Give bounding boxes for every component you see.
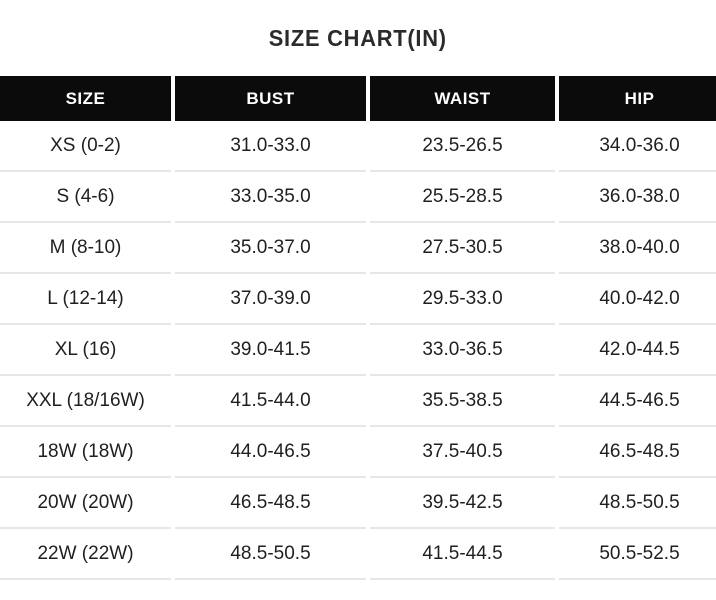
cell-bust: 35.0-37.0 — [175, 223, 366, 274]
table-row-xxl: XXL (18/16W) 41.5-44.0 35.5-38.5 44.5-46… — [0, 376, 716, 427]
table-row-22w: 22W (22W) 48.5-50.5 41.5-44.5 50.5-52.5 — [0, 529, 716, 580]
cell-hip: 50.5-52.5 — [559, 529, 716, 580]
cell-size: 20W (20W) — [0, 478, 171, 529]
cell-waist: 39.5-42.5 — [370, 478, 555, 529]
cell-hip: 34.0-36.0 — [559, 121, 716, 172]
cell-hip: 42.0-44.5 — [559, 325, 716, 376]
cell-bust: 39.0-41.5 — [175, 325, 366, 376]
cell-size: 18W (18W) — [0, 427, 171, 478]
cell-size: L (12-14) — [0, 274, 171, 325]
cell-hip: 48.5-50.5 — [559, 478, 716, 529]
cell-waist: 35.5-38.5 — [370, 376, 555, 427]
table-row-m: M (8-10) 35.0-37.0 27.5-30.5 38.0-40.0 — [0, 223, 716, 274]
cell-size: M (8-10) — [0, 223, 171, 274]
cell-waist: 41.5-44.5 — [370, 529, 555, 580]
table-row-20w: 20W (20W) 46.5-48.5 39.5-42.5 48.5-50.5 — [0, 478, 716, 529]
cell-size: 22W (22W) — [0, 529, 171, 580]
header-cell-size: SIZE — [0, 76, 171, 121]
cell-bust: 41.5-44.0 — [175, 376, 366, 427]
page-title: SIZE CHART(IN) — [268, 24, 448, 51]
cell-hip: 36.0-38.0 — [559, 172, 716, 223]
cell-bust: 48.5-50.5 — [175, 529, 366, 580]
table-row-xl: XL (16) 39.0-41.5 33.0-36.5 42.0-44.5 — [0, 325, 716, 376]
size-chart-table: SIZE BUST WAIST HIP XS (0-2) 31.0-33.0 2… — [0, 76, 716, 580]
table-header-row: SIZE BUST WAIST HIP — [0, 76, 716, 121]
page-title-wrap: SIZE CHART(IN) — [0, 0, 716, 76]
cell-hip: 46.5-48.5 — [559, 427, 716, 478]
cell-bust: 37.0-39.0 — [175, 274, 366, 325]
cell-hip: 44.5-46.5 — [559, 376, 716, 427]
table-row-xs: XS (0-2) 31.0-33.0 23.5-26.5 34.0-36.0 — [0, 121, 716, 172]
cell-size: S (4-6) — [0, 172, 171, 223]
cell-waist: 37.5-40.5 — [370, 427, 555, 478]
cell-bust: 46.5-48.5 — [175, 478, 366, 529]
cell-size: XL (16) — [0, 325, 171, 376]
cell-hip: 40.0-42.0 — [559, 274, 716, 325]
cell-size: XXL (18/16W) — [0, 376, 171, 427]
cell-bust: 44.0-46.5 — [175, 427, 366, 478]
table-row-l: L (12-14) 37.0-39.0 29.5-33.0 40.0-42.0 — [0, 274, 716, 325]
table-row-18w: 18W (18W) 44.0-46.5 37.5-40.5 46.5-48.5 — [0, 427, 716, 478]
table-row-s: S (4-6) 33.0-35.0 25.5-28.5 36.0-38.0 — [0, 172, 716, 223]
cell-waist: 27.5-30.5 — [370, 223, 555, 274]
cell-waist: 25.5-28.5 — [370, 172, 555, 223]
cell-bust: 33.0-35.0 — [175, 172, 366, 223]
header-cell-waist: WAIST — [370, 76, 555, 121]
cell-size: XS (0-2) — [0, 121, 171, 172]
cell-bust: 31.0-33.0 — [175, 121, 366, 172]
cell-hip: 38.0-40.0 — [559, 223, 716, 274]
cell-waist: 23.5-26.5 — [370, 121, 555, 172]
header-cell-bust: BUST — [175, 76, 366, 121]
header-cell-hip: HIP — [559, 76, 716, 121]
cell-waist: 33.0-36.5 — [370, 325, 555, 376]
cell-waist: 29.5-33.0 — [370, 274, 555, 325]
